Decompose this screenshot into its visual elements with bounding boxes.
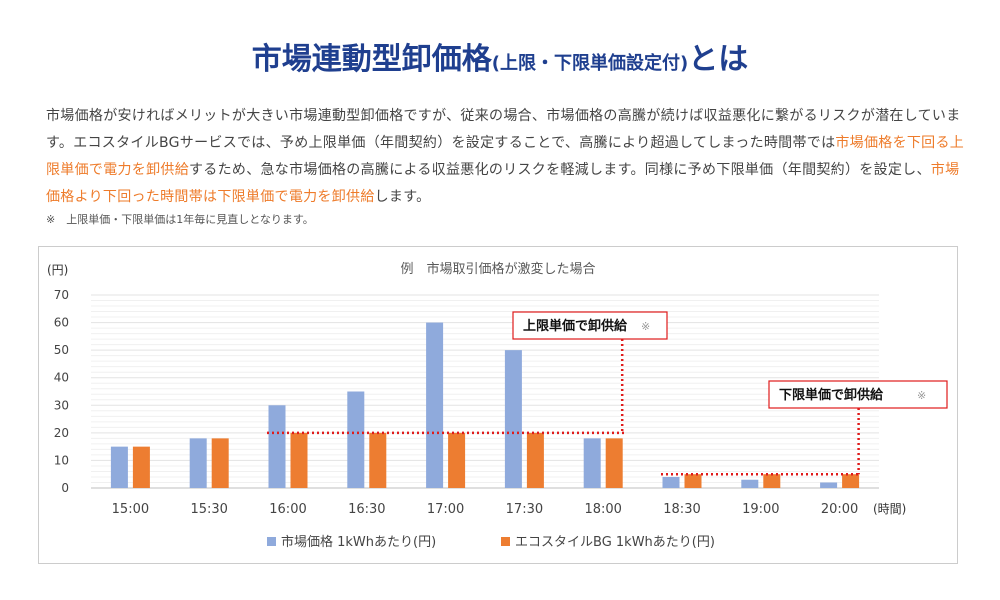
- bars: [110, 322, 860, 488]
- bar-market-price: [820, 482, 838, 488]
- y-axis-label: (円): [47, 263, 68, 277]
- bar-market-price: [426, 322, 444, 488]
- bar-market-price: [504, 350, 522, 488]
- upper-limit-callout-text: 上限単価で卸供給: [523, 318, 628, 334]
- intro-paragraph: 市場価格が安ければメリットが大きい市場連動型卸価格ですが、従来の場合、市場価格の…: [46, 103, 966, 211]
- lower-limit-callout-mark: ※: [917, 389, 926, 402]
- bar-ecostyle-bg: [842, 474, 860, 488]
- tick-labels: 0 10 20 30 40 50 60 70 15:00 15:30 16:00 16:30 17:00…: [54, 288, 859, 517]
- x-tick-label: 15:30: [190, 502, 227, 517]
- x-tick-label: 16:30: [348, 502, 385, 517]
- intro-text: するため、急な市場価格の高騰による収益悪化のリスクを軽減します。同様に予め下限単…: [189, 162, 931, 178]
- bar-market-price: [662, 476, 680, 488]
- legend-swatch-market: [267, 537, 276, 546]
- bar-ecostyle-bg: [132, 446, 150, 488]
- page-title-suffix: とは: [688, 42, 749, 77]
- bar-market-price: [583, 438, 601, 488]
- y-tick-label: 0: [61, 481, 69, 495]
- page-title-main: 市場連動型卸価格: [251, 42, 492, 77]
- bar-ecostyle-bg: [448, 432, 466, 488]
- y-tick-label: 70: [54, 288, 69, 302]
- x-tick-label: 18:00: [584, 502, 621, 517]
- legend-label-ecostyle: エコスタイルBG 1kWhあたり(円): [515, 535, 715, 550]
- x-tick-label: 15:00: [112, 502, 149, 517]
- x-tick-label: 20:00: [821, 502, 858, 517]
- bar-market-price: [268, 405, 286, 488]
- bar-ecostyle-bg: [369, 432, 387, 488]
- bar-ecostyle-bg: [526, 432, 544, 488]
- bar-ecostyle-bg: [605, 438, 623, 488]
- legend-swatch-ecostyle: [501, 537, 510, 546]
- x-tick-label: 16:00: [269, 502, 306, 517]
- bar-ecostyle-bg: [290, 432, 308, 488]
- intro-text: します。: [374, 189, 431, 205]
- y-tick-label: 60: [54, 316, 69, 330]
- intro-text: 市場価格が安ければメリットが大きい市場連動型卸価格ですが、従来の場合、市場価格の…: [46, 108, 961, 151]
- annotations: 上限単価で卸供給 ※ 下限単価で卸供給 ※: [267, 311, 948, 476]
- lower-limit-callout-text: 下限単価で卸供給: [779, 387, 884, 403]
- legend: 市場価格 1kWhあたり(円) エコスタイルBG 1kWhあたり(円): [267, 534, 715, 550]
- x-tick-label: 17:00: [427, 502, 464, 517]
- footnote: ※ 上限単価・下限単価は1年毎に見直しとなります。: [46, 213, 314, 226]
- y-tick-label: 10: [54, 453, 69, 467]
- intro-highlight: 市場価格より下回った時間帯は下限単価で電力を卸供給: [46, 162, 960, 205]
- bar-market-price: [347, 391, 365, 488]
- y-tick-label: 20: [54, 426, 69, 440]
- bar-ecostyle-bg: [684, 474, 702, 488]
- bar-ecostyle-bg: [763, 474, 781, 488]
- upper-limit-callout-mark: ※: [641, 320, 650, 333]
- gridlines: [91, 294, 879, 489]
- page-title-sub: (上限・下限単価設定付): [491, 53, 689, 74]
- legend-label-market: 市場価格 1kWhあたり(円): [281, 534, 436, 550]
- y-tick-label: 30: [54, 398, 69, 412]
- x-axis-label: (時間): [873, 502, 906, 516]
- bar-market-price: [110, 446, 128, 488]
- page-title: 市場連動型卸価格(上限・下限単価設定付)とは: [0, 34, 1000, 78]
- bar-chart: 例 市場取引価格が激変した場合 (円) (時間) 0 10 20 30 40 50 60 70…: [47, 261, 948, 550]
- x-tick-label: 17:30: [506, 502, 543, 517]
- y-tick-label: 40: [54, 371, 69, 385]
- x-tick-label: 18:30: [663, 502, 700, 517]
- x-tick-label: 19:00: [742, 502, 779, 517]
- chart-title: 例 市場取引価格が激変した場合: [400, 261, 595, 277]
- y-tick-label: 50: [54, 343, 69, 357]
- upper-limit-callout-box: [512, 311, 668, 340]
- lower-limit-callout-box: [768, 380, 948, 409]
- bar-market-price: [189, 438, 207, 488]
- chart-container: 例 市場取引価格が激変した場合 (円) (時間) 0 10 20 30 40 50 60 70…: [38, 246, 958, 564]
- bar-market-price: [741, 479, 759, 488]
- intro-highlight: 市場価格を下回る上限単価で電力を卸供給: [46, 135, 965, 178]
- bar-ecostyle-bg: [211, 438, 229, 488]
